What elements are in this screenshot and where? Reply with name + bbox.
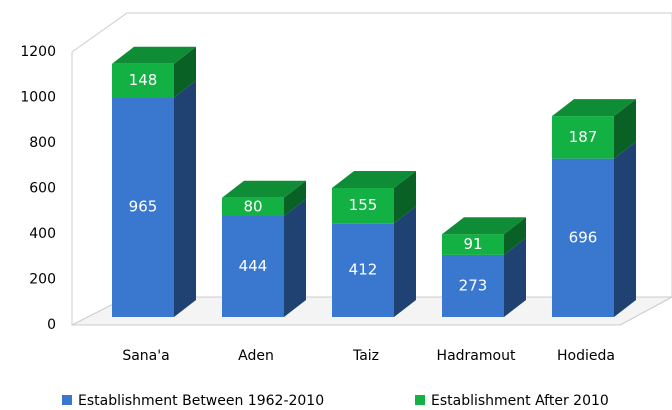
- bar-top: [442, 217, 526, 235]
- bar-segment: [112, 80, 196, 318]
- data-label: 148: [129, 71, 158, 89]
- bar-front: [112, 97, 174, 318]
- bar-segment: [552, 141, 636, 317]
- data-label: 273: [459, 276, 488, 294]
- bar-segment: [222, 198, 306, 317]
- data-label: 412: [349, 261, 378, 279]
- y-tick-label: 600: [29, 181, 56, 197]
- legend-swatch: [62, 395, 72, 405]
- y-tick-label: 1000: [20, 90, 56, 106]
- bar-side: [504, 237, 526, 317]
- bar-side: [174, 80, 196, 318]
- bar-side: [394, 171, 416, 224]
- bar-segment: [222, 180, 306, 216]
- bar-side: [174, 46, 196, 98]
- data-label: 80: [243, 197, 262, 215]
- data-label: 91: [463, 235, 482, 253]
- bar-front: [112, 63, 174, 98]
- bar-top: [552, 99, 636, 117]
- y-tick-label: 200: [29, 272, 56, 288]
- bar-front: [332, 223, 394, 317]
- data-label: 155: [349, 196, 378, 214]
- bar-side: [504, 217, 526, 255]
- y-tick-label: 1200: [20, 44, 56, 60]
- x-tick-label: Hadramout: [437, 348, 516, 364]
- y-tick-label: 800: [29, 135, 56, 151]
- bar-segment: [112, 46, 196, 98]
- bar-front: [442, 234, 504, 255]
- bar-side: [284, 198, 306, 317]
- bar-segment: [442, 217, 526, 255]
- bar-front: [222, 197, 284, 216]
- x-tick-label: Aden: [238, 348, 274, 364]
- bar-side: [284, 180, 306, 216]
- data-label: 444: [239, 257, 268, 275]
- bar-front: [222, 215, 284, 317]
- y-tick-label: 400: [29, 226, 56, 242]
- bar-side: [614, 141, 636, 317]
- bar-segment: [332, 171, 416, 224]
- bar-segment: [442, 237, 526, 317]
- x-tick-label: Sana'a: [122, 348, 169, 364]
- bar-top: [112, 46, 196, 64]
- bar-segment: [332, 206, 416, 317]
- bar-front: [442, 254, 504, 317]
- y-tick-label: 0: [47, 317, 56, 333]
- data-label: 187: [569, 128, 598, 146]
- bar-top: [332, 171, 416, 189]
- bar-front: [552, 158, 614, 317]
- x-tick-label: Taiz: [352, 348, 379, 364]
- bar-front: [552, 116, 614, 159]
- data-label: 696: [569, 228, 598, 246]
- x-tick-label: Hodieda: [557, 348, 615, 364]
- data-label: 965: [129, 198, 158, 216]
- bar-side: [614, 99, 636, 159]
- bar-front: [332, 188, 394, 224]
- legend-label: Establishment After 2010: [431, 393, 609, 409]
- bar-top: [222, 180, 306, 198]
- bar-side: [394, 206, 416, 317]
- bar-segment: [552, 99, 636, 159]
- legend-swatch: [415, 395, 425, 405]
- legend-label: Establishment Between 1962-2010: [78, 393, 324, 409]
